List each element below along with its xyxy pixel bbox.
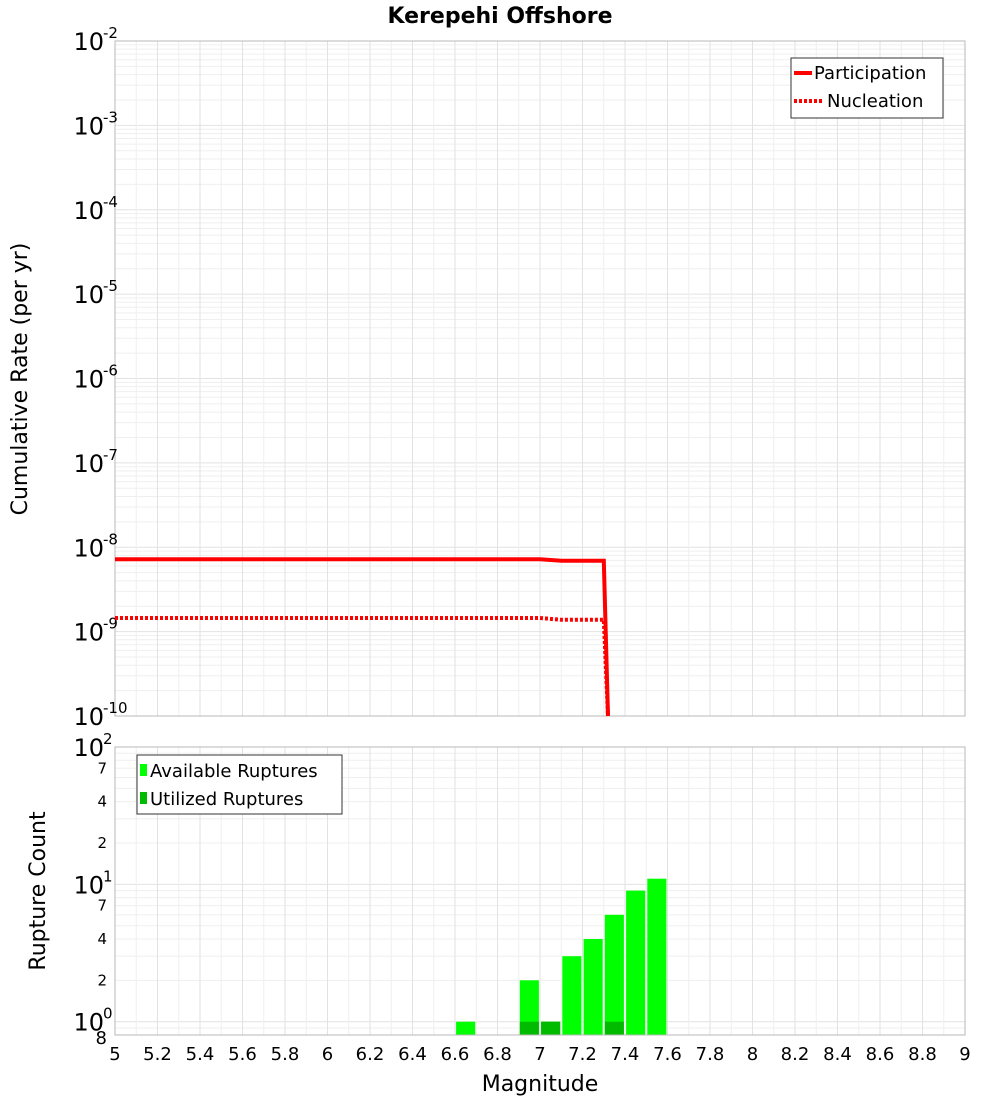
rupture-legend: Available Ruptures Utilized Ruptures <box>136 754 343 815</box>
available-rupture-bar <box>604 914 624 1035</box>
x-tick-label: 6.8 <box>483 1044 512 1065</box>
x-tick-label: 8.4 <box>823 1044 852 1065</box>
rate-legend: Participation Nucleation <box>790 57 944 119</box>
rate-y-tick-exponent: -9 <box>103 615 118 633</box>
rupture-y-minor-tick-label: 7 <box>97 897 107 915</box>
legend-utilized-label: Utilized Ruptures <box>150 789 303 810</box>
rate-y-tick-exponent: -5 <box>103 277 118 295</box>
bottom-y-axis-label: Rupture Count <box>26 811 51 971</box>
rate-y-tick-base: 10 <box>73 703 104 731</box>
top-y-axis-label: Cumulative Rate (per yr) <box>8 243 33 516</box>
x-tick-label: 7.6 <box>653 1044 682 1065</box>
legend-available-swatch <box>140 764 147 776</box>
rupture-y-tick-base: 10 <box>73 1009 104 1037</box>
rate-y-tick-base: 10 <box>73 281 104 309</box>
x-tick-label: 5 <box>109 1044 120 1065</box>
legend-participation-label: Participation <box>814 63 926 84</box>
utilized-rupture-bar <box>519 1021 539 1035</box>
x-tick-label: 7.8 <box>696 1044 725 1065</box>
rupture-y-minor-tick-label: 8 <box>96 1028 107 1049</box>
x-tick-label: 6.2 <box>356 1044 385 1065</box>
rupture-y-tick-base: 10 <box>73 871 104 899</box>
available-rupture-bar <box>583 939 603 1035</box>
x-tick-label: 9 <box>959 1044 970 1065</box>
rupture-y-tick-base: 10 <box>73 734 104 762</box>
available-rupture-bar <box>647 878 667 1035</box>
rate-y-tick-exponent: -10 <box>103 699 128 717</box>
x-tick-label: 7.2 <box>568 1044 597 1065</box>
rupture-y-tick-exponent: 2 <box>103 730 113 748</box>
available-rupture-bar <box>626 890 646 1035</box>
rupture-y-minor-tick-label: 7 <box>97 759 107 777</box>
rupture-legend-box <box>136 754 343 815</box>
x-tick-label: 7 <box>534 1044 545 1065</box>
rate-y-tick-exponent: -8 <box>103 530 118 548</box>
rate-y-tick-base: 10 <box>73 197 104 225</box>
rate-series-line-participation <box>115 557 610 717</box>
rate-y-tick-exponent: -2 <box>103 24 118 42</box>
rate-y-tick-exponent: -4 <box>103 193 118 211</box>
rate-y-tick-base: 10 <box>73 534 104 562</box>
rate-plot-frame <box>114 40 966 717</box>
rupture-y-minor-tick-label: 2 <box>97 971 107 989</box>
available-rupture-bar <box>562 956 582 1035</box>
rate-y-tick-exponent: -7 <box>103 446 118 464</box>
rate-y-tick-base: 10 <box>73 619 104 647</box>
rupture-y-tick-exponent: 0 <box>103 1005 113 1023</box>
available-rupture-bar <box>519 980 539 1035</box>
utilized-rupture-bar <box>541 1021 561 1035</box>
x-tick-label: 5.4 <box>186 1044 215 1065</box>
x-tick-label: 7.4 <box>611 1044 640 1065</box>
legend-nucleation-label: Nucleation <box>827 91 923 112</box>
rate-y-tick-base: 10 <box>73 366 104 394</box>
x-tick-label: 6.4 <box>398 1044 427 1065</box>
rate-legend-box <box>790 57 944 119</box>
chart-title: Kerepehi Offshore <box>387 4 612 29</box>
x-tick-label: 6 <box>322 1044 333 1065</box>
rate-y-tick-exponent: -6 <box>103 362 118 380</box>
x-tick-label: 8.8 <box>908 1044 937 1065</box>
x-tick-label: 8.2 <box>781 1044 810 1065</box>
x-tick-label: 6.6 <box>441 1044 470 1065</box>
x-tick-label: 5.2 <box>143 1044 172 1065</box>
rate-y-tick-exponent: -3 <box>103 108 118 126</box>
x-tick-label: 5.6 <box>228 1044 257 1065</box>
rupture-y-tick-exponent: 1 <box>103 867 113 885</box>
x-tick-label: 5.8 <box>271 1044 300 1065</box>
rupture-y-minor-tick-label: 2 <box>97 834 107 852</box>
rupture-y-minor-tick-label: 4 <box>97 930 107 948</box>
utilized-rupture-bar <box>604 1021 624 1035</box>
x-axis-label: Magnitude <box>482 1072 599 1097</box>
x-tick-label: 8.6 <box>866 1044 895 1065</box>
legend-available-label: Available Ruptures <box>150 761 318 782</box>
rate-series-line-nucleation <box>115 616 610 717</box>
available-rupture-bar <box>456 1021 476 1035</box>
rate-y-tick-base: 10 <box>73 450 104 478</box>
rupture-y-minor-tick-label: 4 <box>97 793 107 811</box>
legend-utilized-swatch <box>140 792 147 804</box>
rupture-plot-frame <box>114 746 966 1036</box>
x-tick-label: 8 <box>747 1044 758 1065</box>
rate-y-tick-base: 10 <box>73 112 104 140</box>
rate-y-tick-base: 10 <box>73 28 104 56</box>
